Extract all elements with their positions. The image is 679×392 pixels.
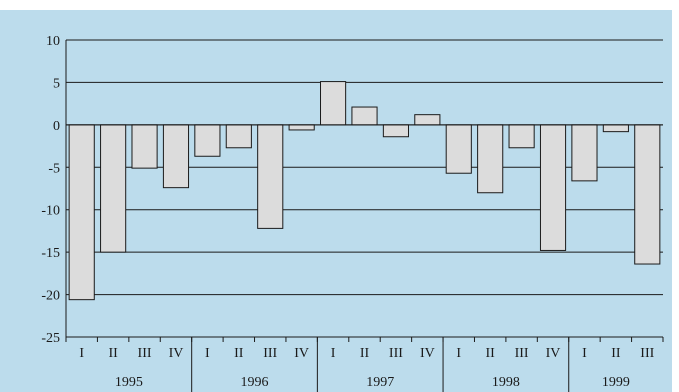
x-tick-label: III [389,346,403,361]
x-tick-label: II [611,346,621,361]
y-axis-tick-labels: 10 5 0 -5 -10 -15 -20 -25 [41,34,60,346]
bar [634,124,661,265]
bar [194,124,221,157]
x-tick-label: III [515,346,529,361]
year-label: 1999 [602,375,630,390]
bar [508,124,535,149]
bar [477,124,504,194]
y-tick-label: 0 [53,119,60,134]
year-label: 1995 [115,375,143,390]
bar [162,124,190,189]
bar [445,124,472,174]
y-tick-label: -20 [41,289,60,304]
x-tick-label: IV [420,346,435,361]
year-labels: 1995 1996 1997 1998 1999 [115,375,630,390]
year-separators [191,337,570,392]
x-tick-label: I [79,346,84,361]
bar [225,124,252,149]
x-tick-label: III [263,346,277,361]
bar [571,124,598,182]
x-tick-label: II [486,346,496,361]
bar [257,124,284,229]
bar [414,114,441,126]
year-label: 1997 [366,375,394,390]
x-tick-label: IV [546,346,561,361]
year-label: 1998 [492,375,520,390]
y-tick-label: -10 [41,204,60,219]
x-tick-label: III [640,346,654,361]
bar [602,124,629,133]
x-tick-label: I [205,346,210,361]
bar [288,124,315,131]
y-tick-label: 5 [53,76,60,91]
bars [68,81,661,301]
x-tick-label: II [360,346,370,361]
bar [100,124,127,253]
year-label: 1996 [241,375,269,390]
bar [539,124,567,251]
x-tick-label: I [456,346,461,361]
bar [131,124,158,169]
y-tick-label: -5 [48,161,60,176]
bar [351,106,378,126]
x-tick-label: I [331,346,336,361]
y-tick-label: 10 [46,34,60,49]
x-tick-label: IV [169,346,184,361]
y-tick-label: -25 [41,331,60,346]
bar [320,81,347,126]
x-tick-label: III [138,346,152,361]
bar [68,124,95,301]
x-tick-label: II [234,346,244,361]
x-tick-label: IV [294,346,309,361]
x-tick-label: II [108,346,118,361]
x-axis-tick-labels: I II III IV I II III IV I II III IV I II III IV I II III [79,346,654,361]
x-tick-label: I [582,346,587,361]
y-tick-label: -15 [41,246,60,261]
bar [382,124,409,138]
